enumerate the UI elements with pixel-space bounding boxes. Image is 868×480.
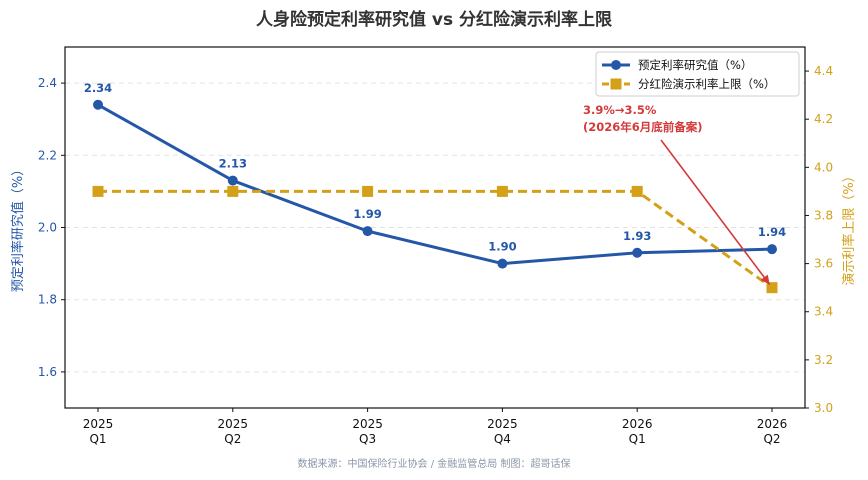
x-tick-year: 2025 [487, 417, 518, 431]
data-point-predetermined-rate [93, 99, 103, 110]
x-tick-year: 2025 [352, 417, 383, 431]
data-label-predetermined-rate: 2.13 [219, 157, 247, 171]
series-line-predetermined-rate [97, 103, 773, 266]
data-point-predetermined-rate [227, 175, 238, 186]
annotation-line-2: (2026年6月底前备案) [583, 120, 703, 134]
x-tick-year: 2026 [757, 417, 788, 431]
right-tick-label: 4.4 [814, 64, 833, 78]
data-label-predetermined-rate: 2.34 [84, 81, 112, 95]
source-note: 数据来源：中国保险行业协会 / 金融监管总局 制图：超哥话保 [298, 457, 571, 470]
x-tick-quarter: Q1 [629, 432, 646, 446]
legend-marker-circle [611, 60, 621, 70]
x-tick-year: 2025 [83, 417, 114, 431]
left-tick-label: 2.0 [38, 221, 57, 235]
data-point-predetermined-rate [362, 226, 373, 237]
data-label-predetermined-rate: 1.99 [353, 207, 381, 221]
x-tick-quarter: Q3 [359, 432, 376, 446]
legend-label: 预定利率研究值（%） [638, 58, 752, 72]
data-labels: 2.34 2.13 1.99 1.90 1.93 1.94 [84, 81, 786, 254]
data-point-demo-rate-cap [227, 185, 239, 197]
data-label-predetermined-rate: 1.93 [623, 229, 651, 243]
axes: 1.6 1.8 2.0 2.2 2.4 3.0 3.2 3.4 3.6 3.8 4.0 4.2 4.4 2… [10, 46, 857, 446]
annotation-arrow [660, 139, 771, 285]
left-tick-label: 1.6 [38, 365, 57, 379]
data-point-demo-rate-cap [766, 282, 778, 294]
right-tick-label: 4.0 [814, 160, 833, 174]
data-point-demo-rate-cap [362, 185, 374, 197]
data-point-demo-rate-cap [631, 185, 643, 197]
x-tick-quarter: Q4 [494, 432, 511, 446]
data-point-predetermined-rate [632, 247, 643, 258]
x-tick-quarter: Q2 [763, 432, 780, 446]
right-tick-label: 4.2 [814, 112, 833, 126]
annotation: 3.9%→3.5% (2026年6月底前备案) [583, 103, 771, 285]
series-layer [92, 99, 778, 294]
legend-label: 分红险演示利率上限（%） [638, 77, 775, 91]
data-point-predetermined-rate [767, 244, 777, 255]
data-point-predetermined-rate [497, 258, 508, 269]
series-line-demo-rate-cap [98, 189, 773, 289]
annotation-line-1: 3.9%→3.5% [583, 103, 657, 117]
right-tick-label: 3.6 [814, 257, 833, 271]
left-tick-label: 2.2 [38, 148, 57, 162]
y-axis-label-right: 演示利率上限（%） [841, 169, 857, 285]
data-point-demo-rate-cap [496, 185, 508, 197]
annotation-arrowhead [760, 274, 770, 285]
left-tick-label: 2.4 [38, 76, 57, 90]
x-tick-year: 2026 [622, 417, 653, 431]
right-tick-label: 3.8 [814, 208, 833, 222]
right-tick-label: 3.0 [814, 401, 833, 415]
x-tick-quarter: Q1 [89, 432, 106, 446]
right-tick-label: 3.4 [814, 305, 833, 319]
y-axis-label-left: 预定利率研究值（%） [10, 163, 26, 292]
x-tick-quarter: Q2 [224, 432, 241, 446]
right-tick-label: 3.2 [814, 353, 833, 367]
legend-box [595, 51, 800, 97]
data-label-predetermined-rate: 1.90 [488, 240, 516, 254]
data-label-predetermined-rate: 1.94 [758, 225, 786, 239]
x-tick-year: 2025 [218, 417, 249, 431]
chart-title: 人身险预定利率研究值 vs 分红险演示利率上限 [256, 9, 612, 30]
legend-marker-square [610, 78, 622, 90]
legend: 预定利率研究值（%） 分红险演示利率上限（%） [595, 51, 800, 97]
data-point-demo-rate-cap [92, 185, 104, 197]
left-tick-label: 1.8 [38, 293, 57, 307]
